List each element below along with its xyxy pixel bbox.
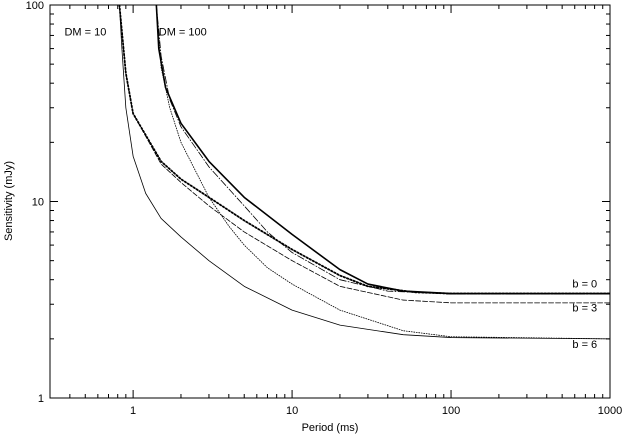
annotation-label: DM = 100: [159, 26, 207, 38]
annotation-label: b = 0: [572, 279, 597, 291]
x-axis-ticks: 1 10 100 1000: [49, 5, 622, 417]
y-tick-label: 100: [26, 0, 44, 12]
x-tick-label: 10: [286, 405, 298, 417]
series-line-6: [119, 5, 610, 340]
series-line-3: [118, 5, 610, 295]
y-tick-label: 10: [32, 197, 44, 209]
x-tick-label: 1000: [598, 405, 622, 417]
y-tick-label: 1: [38, 393, 44, 405]
x-axis-title: Period (ms): [302, 422, 359, 434]
plot-frame: [49, 4, 611, 399]
series-line-1: [155, 5, 610, 295]
x-tick-label: 100: [442, 405, 460, 417]
annotation-label: b = 6: [572, 339, 597, 351]
annotation-label: DM = 10: [64, 26, 106, 38]
series-line-5: [155, 5, 610, 340]
x-tick-label: 1: [130, 405, 136, 417]
annotation-label: b = 3: [572, 303, 597, 315]
y-axis-ticks: 1 10 100: [26, 0, 610, 405]
series-layer: [118, 5, 610, 340]
series-line-4: [119, 5, 610, 304]
series-line-2: [155, 5, 610, 295]
y-axis-title: Sensitivity (mJy): [3, 161, 15, 241]
annotation-layer: DM = 10 DM = 100 b = 0 b = 3 b = 6: [64, 26, 597, 350]
